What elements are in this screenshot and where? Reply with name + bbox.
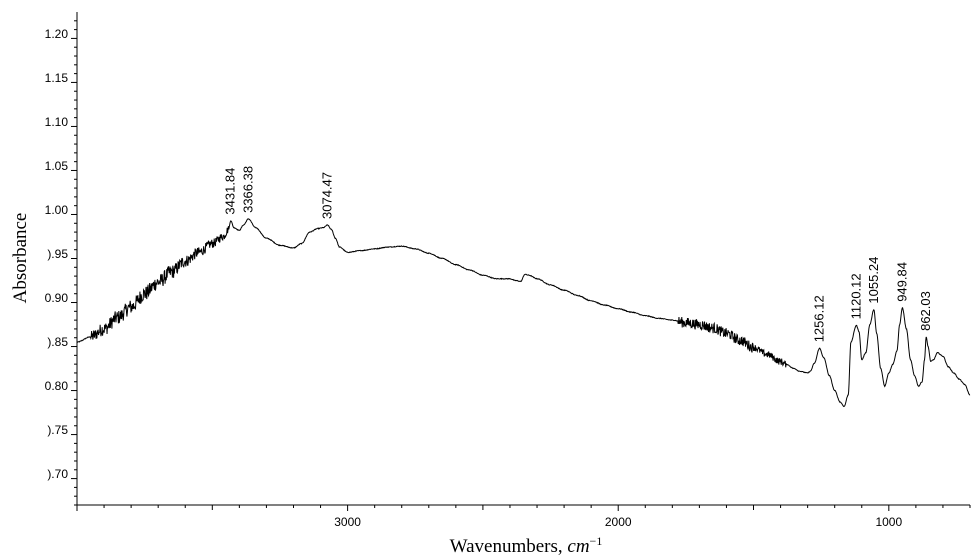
y-tick-label: 0.80 <box>45 379 69 393</box>
spectrum-line <box>76 218 971 408</box>
x-axis-unit-exponent: −1 <box>590 534 603 548</box>
y-tick-label: 1.15 <box>45 71 69 85</box>
peak-label: 3074.47 <box>320 172 335 219</box>
peak-label: 1055.24 <box>866 257 881 304</box>
x-axis-title-text: Wavenumbers, <box>450 536 568 557</box>
peak-label: 1256.12 <box>812 295 827 342</box>
peak-label: 3431.84 <box>223 168 238 215</box>
peak-label: 1120.12 <box>848 273 863 319</box>
x-axis-unit: cm <box>567 536 589 557</box>
x-tick-label: 2000 <box>605 515 632 529</box>
y-tick-label: 0.90 <box>45 291 69 305</box>
peak-label: 862.03 <box>918 291 933 331</box>
peak-label: 3366.38 <box>241 166 256 213</box>
y-tick-label: ).75 <box>47 423 68 437</box>
y-tick-label: ).95 <box>47 247 68 261</box>
y-tick-label: 1.10 <box>45 115 69 129</box>
x-ticks: 3000 2000 1000 <box>76 505 971 529</box>
x-axis-title: Wavenumbers, cm−1 <box>450 534 603 557</box>
peak-labels: 3431.84 3366.38 3074.47 1256.12 1120.12 1055.… <box>223 166 934 342</box>
x-tick-label: 3000 <box>334 515 361 529</box>
peak-label: 949.84 <box>894 262 909 302</box>
y-tick-label: 1.05 <box>45 159 69 173</box>
x-tick-label: 1000 <box>875 515 902 529</box>
axes <box>76 12 970 506</box>
y-tick-label: ).70 <box>47 467 68 481</box>
y-tick-label: ).85 <box>47 335 68 349</box>
y-tick-label: 1.00 <box>45 203 69 217</box>
y-tick-label: 1.20 <box>45 27 69 41</box>
y-ticks: ).70 ).75 0.80 ).85 0.90 ).95 1.00 1.05 1.10 1.15… <box>45 20 77 506</box>
y-axis-title: Absorbance <box>10 213 31 304</box>
